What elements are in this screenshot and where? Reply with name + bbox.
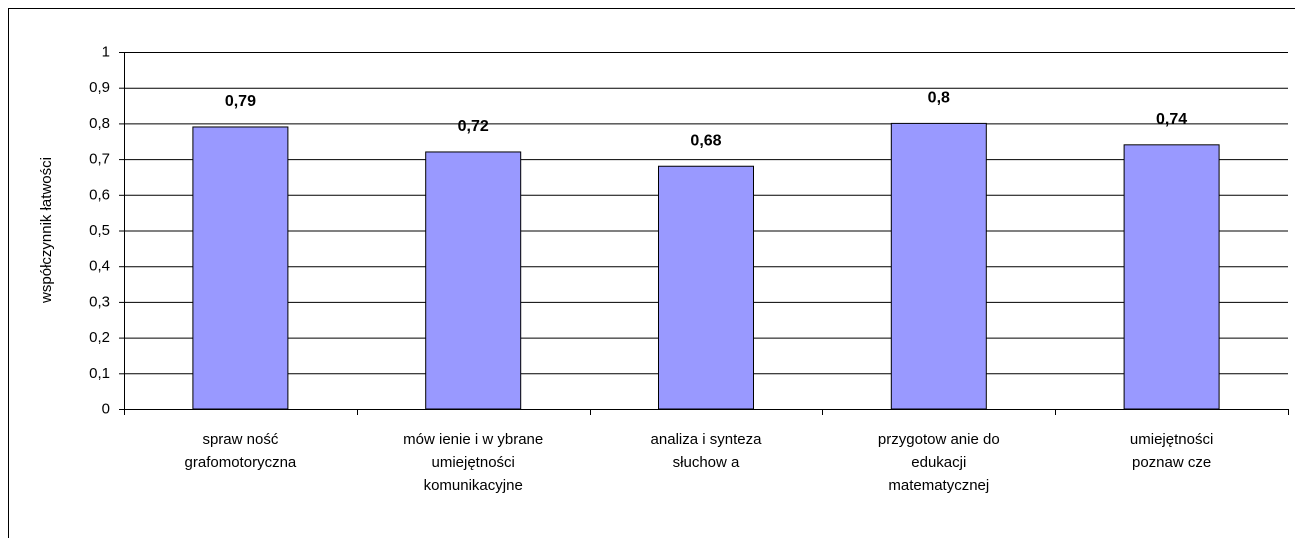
data-label: 0,8 [928, 90, 950, 107]
bar [658, 165, 754, 410]
y-tick-label: 0,8 [89, 115, 110, 132]
y-tick-label: 0,9 [89, 79, 110, 96]
y-tick-label: 0,2 [89, 329, 110, 346]
bar [192, 126, 289, 410]
y-tick-label: 0,5 [89, 222, 110, 239]
x-tick-label: przygotow anie do edukacji matematycznej [877, 431, 1000, 494]
y-tick-label: 0,6 [89, 186, 110, 203]
data-label: 0,68 [690, 132, 721, 149]
y-tick-label: 1 [102, 43, 110, 60]
bar [425, 151, 522, 410]
y-tick-label: 0,7 [89, 151, 110, 168]
y-tick-label: 0,1 [89, 365, 110, 382]
data-label: 0,79 [225, 93, 256, 110]
x-tick-label: mów ienie i w ybrane umiejętności komuni… [403, 431, 544, 494]
y-tick-label: 0,4 [89, 258, 110, 275]
bar [1123, 144, 1220, 410]
bar [890, 122, 987, 410]
data-label: 0,72 [458, 118, 489, 135]
x-tick-label: analiza i synteza słuchow a [650, 431, 762, 471]
y-tick-label: 0,3 [89, 293, 110, 310]
y-tick-label: 0 [102, 400, 110, 417]
chart-border [8, 8, 1295, 538]
x-tick-label: umiejętności poznaw cze [1129, 431, 1214, 471]
x-tick-label: spraw ność grafomotoryczna [184, 431, 297, 471]
y-axis-title: współczynnik łatwości [38, 157, 55, 304]
data-label: 0,74 [1156, 111, 1187, 128]
